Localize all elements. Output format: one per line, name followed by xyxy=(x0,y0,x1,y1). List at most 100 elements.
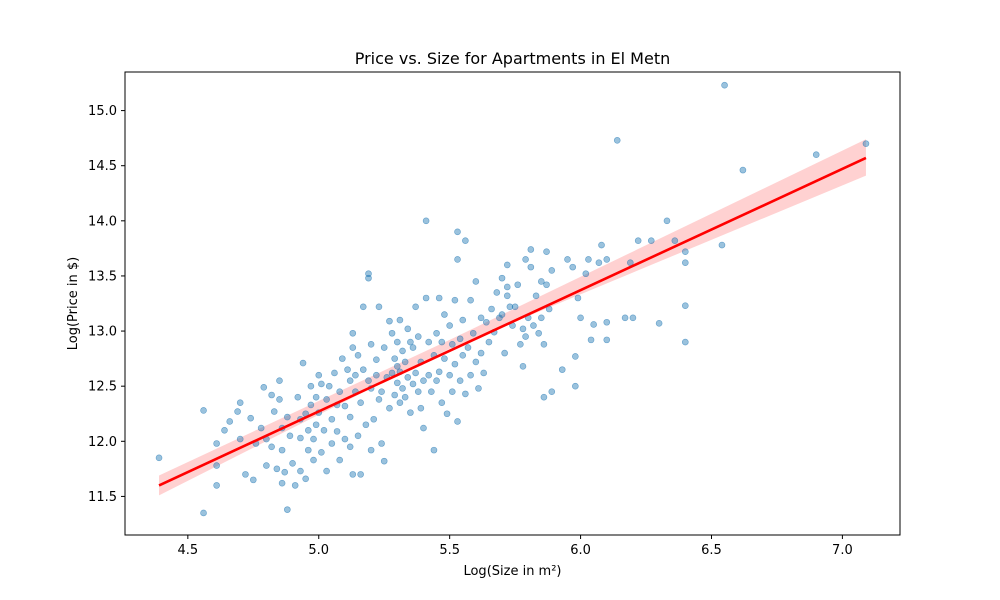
scatter-point xyxy=(603,256,611,263)
scatter-point xyxy=(488,305,495,313)
scatter-point xyxy=(365,377,372,384)
scatter-point xyxy=(527,246,535,253)
scatter-point xyxy=(357,471,364,478)
scatter-points xyxy=(155,81,870,517)
scatter-point xyxy=(414,388,422,395)
scatter-point xyxy=(213,482,220,489)
scatter-point xyxy=(532,292,540,300)
scatter-point xyxy=(483,318,490,326)
scatter-point xyxy=(548,388,556,395)
scatter-point xyxy=(655,320,663,327)
scatter-point xyxy=(276,377,283,384)
scatter-point xyxy=(284,413,291,421)
scatter-point xyxy=(572,353,579,360)
scatter-point xyxy=(535,329,542,337)
scatter-point xyxy=(438,399,446,407)
scatter-point xyxy=(519,325,527,333)
scatter-point xyxy=(357,399,364,407)
scatter-point xyxy=(367,340,375,348)
scatter-point xyxy=(433,329,440,337)
scatter-point xyxy=(268,443,275,451)
scatter-point xyxy=(682,259,689,267)
scatter-point xyxy=(323,467,330,475)
scatter-point xyxy=(634,237,642,244)
scatter-point xyxy=(433,377,440,384)
scatter-point xyxy=(399,385,406,392)
scatter-point xyxy=(302,475,309,483)
scatter-point xyxy=(396,316,404,324)
scatter-point xyxy=(682,338,689,346)
scatter-point xyxy=(404,325,412,333)
scatter-point xyxy=(401,358,409,366)
scatter-point xyxy=(396,399,404,407)
scatter-point xyxy=(501,349,508,357)
scatter-point xyxy=(312,421,320,429)
scatter-point xyxy=(359,303,367,311)
scatter-point xyxy=(812,151,820,158)
scatter-point xyxy=(595,259,603,267)
scatter-point xyxy=(380,344,388,351)
scatter-point xyxy=(475,385,482,392)
scatter-point xyxy=(469,329,477,337)
scatter-point xyxy=(310,435,317,443)
scatter-point xyxy=(346,443,354,451)
scatter-point xyxy=(388,369,396,377)
scatter-point xyxy=(441,355,448,362)
scatter-point xyxy=(585,256,592,263)
scatter-point xyxy=(380,457,388,465)
scatter-point xyxy=(503,292,511,300)
scatter-point xyxy=(647,237,655,244)
y-tick-label: 14.5 xyxy=(88,159,117,174)
scatter-point xyxy=(341,402,349,410)
scatter-point xyxy=(577,314,584,322)
scatter-point xyxy=(428,388,435,395)
regression-line-layer xyxy=(158,156,867,487)
scatter-point xyxy=(564,256,571,263)
scatter-point xyxy=(401,393,409,401)
scatter-point xyxy=(517,340,524,348)
scatter-point xyxy=(344,366,351,373)
scatter-point xyxy=(590,321,597,328)
scatter-point xyxy=(446,322,453,329)
scatter-point xyxy=(514,281,522,289)
scatter-point xyxy=(349,329,357,337)
scatter-point xyxy=(323,396,330,403)
scatter-point xyxy=(249,476,257,484)
scatter-point xyxy=(263,462,270,469)
scatter-point xyxy=(393,363,401,370)
scatter-point xyxy=(365,270,372,278)
scatter-point xyxy=(315,371,323,379)
scatter-point xyxy=(349,471,357,478)
scatter-point xyxy=(477,314,485,322)
scatter-point xyxy=(485,338,493,346)
scatter-point xyxy=(273,465,281,473)
scatter-point xyxy=(234,408,241,415)
scatter-point xyxy=(354,352,362,359)
scatter-point xyxy=(441,311,448,318)
scatter-point xyxy=(438,338,446,346)
scatter-point xyxy=(388,329,396,337)
y-tick-label: 11.5 xyxy=(88,490,117,505)
scatter-point xyxy=(496,314,503,322)
scatter-point xyxy=(200,509,207,517)
scatter-point xyxy=(572,382,579,390)
scatter-point xyxy=(543,281,550,289)
scatter-point xyxy=(307,382,315,390)
scatter-point xyxy=(221,426,228,434)
scatter-point xyxy=(621,314,629,322)
scatter-point xyxy=(247,414,254,422)
scatter-point xyxy=(472,278,480,285)
scatter-point xyxy=(739,166,747,174)
confidence-band xyxy=(159,139,866,496)
scatter-point xyxy=(328,415,336,423)
scatter-point xyxy=(367,446,375,454)
scatter-point xyxy=(540,393,548,401)
scatter-point xyxy=(527,263,535,271)
scatter-point xyxy=(598,241,605,249)
scatter-point xyxy=(236,399,244,407)
scatter-point xyxy=(412,369,419,377)
scatter-point xyxy=(682,302,689,310)
scatter-point xyxy=(498,274,506,282)
scatter-point xyxy=(603,318,611,326)
